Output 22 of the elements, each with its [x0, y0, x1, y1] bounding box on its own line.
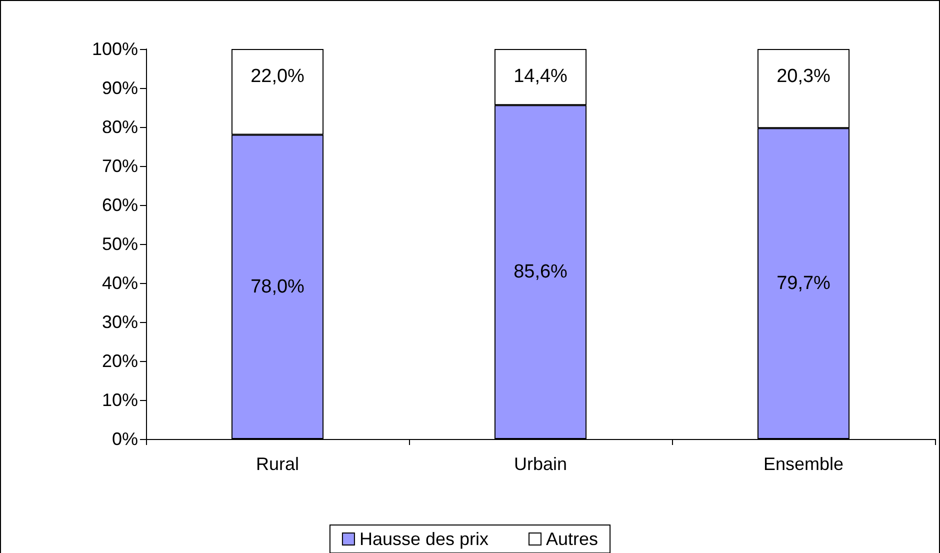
x-tick-label: Rural [256, 454, 300, 474]
y-tick-label: 50% [102, 234, 138, 254]
y-tick-label: 90% [102, 78, 138, 98]
y-tick-label: 100% [92, 39, 138, 59]
y-tick-label: 20% [102, 351, 138, 371]
y-tick-label: 30% [102, 312, 138, 332]
x-tick-label: Ensemble [763, 454, 844, 474]
y-tick-label: 40% [102, 273, 138, 293]
data-label: 20,3% [776, 66, 831, 87]
y-tick-label: 80% [102, 117, 138, 137]
data-label: 14,4% [514, 66, 568, 87]
data-label: 22,0% [250, 66, 305, 87]
y-tick-label: 0% [112, 429, 138, 449]
y-tick-label: 10% [102, 390, 138, 410]
x-tick-label: Urbain [514, 454, 568, 474]
legend-label: Hausse des prix [359, 529, 489, 549]
y-tick-label: 70% [102, 156, 138, 176]
data-label: 78,0% [250, 276, 305, 298]
legend-label: Autres [546, 529, 598, 549]
y-tick-label: 60% [102, 195, 138, 215]
data-label: 79,7% [776, 273, 831, 294]
data-label: 85,6% [514, 262, 568, 283]
